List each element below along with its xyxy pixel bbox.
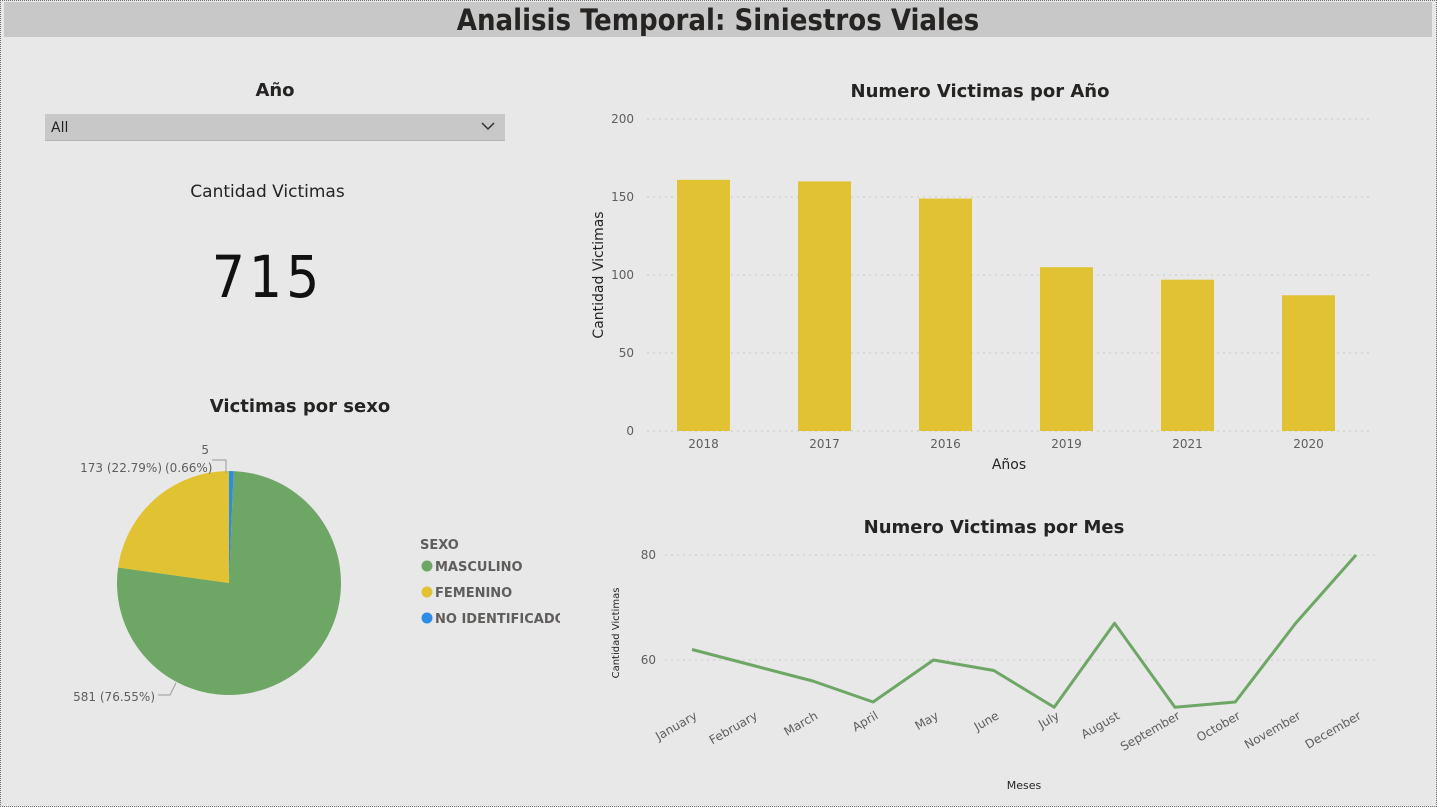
line-x-tick-label: September [1118,708,1182,753]
line-x-tick-label: April [850,708,881,734]
bar-y-tick-label: 150 [611,190,634,204]
pie-leader-line [158,682,177,696]
victims-card-value: 715 [211,243,324,311]
bar-x-tick-label: 2021 [1172,437,1203,451]
bar-y-tick-label: 50 [619,346,634,360]
pie-chart-title: Victimas por sexo [209,396,391,417]
bar-2019 [1040,267,1093,431]
bar-y-tick-label: 0 [626,424,634,438]
line-chart-title: Numero Victimas por Mes [863,517,1125,538]
line-y-axis-title: Cantidad Victimas [611,588,622,679]
bar-x-tick-label: 2018 [688,437,719,451]
legend-item-masculino: MASCULINO [435,560,523,575]
pie-data-label-femenino: 173 (22.79%) [80,461,162,475]
line-x-tick-label: October [1194,708,1243,744]
bar-2021 [1161,279,1214,431]
line-x-tick-label: May [912,708,940,733]
bar-2017 [798,181,851,431]
bar-y-tick-label: 100 [611,268,634,282]
line-x-tick-label: January [652,708,699,743]
line-chart: 60 80 January February March April May June July… [611,548,1378,792]
legend-dot-masculino [421,560,433,572]
line-x-tick-label: August [1079,708,1123,741]
line-x-tick-label: November [1242,708,1303,751]
bar-x-tick-label: 2020 [1293,437,1324,451]
line-x-tick-label: July [1035,708,1062,731]
line-x-axis-title: Meses [1007,779,1042,792]
bar-x-axis-title: Años [992,457,1026,473]
chevron-down-icon [481,122,495,131]
legend-dot-femenino [421,586,433,598]
bar-2016 [919,198,972,431]
bar-chart-title: Numero Victimas por Año [850,81,1110,102]
year-slicer-label: Año [255,80,295,101]
line-x-tick-label: December [1303,708,1364,751]
bar-x-tick-label: 2017 [809,437,840,451]
line-y-tick-label: 60 [641,653,656,667]
bar-chart: 0 50 100 150 200 2018 2017 2016 2019 2021 2020 Años… [591,112,1373,473]
bar-2020 [1282,295,1335,431]
pie-data-label-pct: (0.66%) [165,461,212,475]
pie-leader-line [212,459,227,473]
pie-chart: 581 (76.55%) 173 (22.79%) (0.66%) 5 SEXO MASC… [73,443,560,704]
line-y-tick-label: 80 [641,548,656,562]
bar-x-tick-label: 2016 [930,437,961,451]
pie-slice-masculino [117,471,342,695]
victims-card-label: Cantidad Victimas [190,182,345,202]
line-series-victimas [691,554,1358,709]
bar-y-axis-title: Cantidad Victimas [591,211,607,338]
line-x-tick-label: February [707,708,760,747]
legend-dot-no-identificado [421,612,433,624]
year-slicer-value: All [51,120,69,136]
line-x-tick-label: March [782,708,821,738]
page-title: Analisis Temporal: Siniestros Viales [4,2,1432,37]
line-x-tick-label: June [971,708,1002,734]
pie-slice-femenino [118,471,229,583]
legend-item-no-identificado: NO IDENTIFICADO [435,612,560,627]
pie-data-label-masculino: 581 (76.55%) [73,690,155,704]
pie-data-label-no-identificado: 5 [201,443,209,457]
year-slicer-dropdown[interactable]: All [45,114,505,141]
bar-y-tick-label: 200 [611,112,634,126]
bar-x-tick-label: 2019 [1051,437,1082,451]
pie-legend-title: SEXO [420,538,459,553]
legend-item-femenino: FEMENINO [435,586,512,601]
bar-2018 [677,179,730,431]
pie-slice-no-identificado [229,471,234,583]
